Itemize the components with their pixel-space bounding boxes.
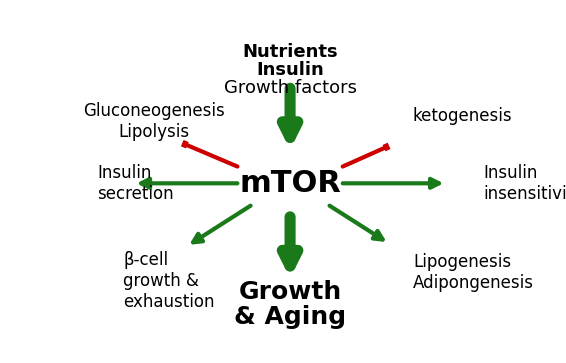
Text: Growth: Growth — [238, 281, 342, 305]
Text: β-cell
growth &
exhaustion: β-cell growth & exhaustion — [123, 251, 215, 311]
Text: Insulin
insensitivity: Insulin insensitivity — [483, 164, 566, 203]
Text: Nutrients: Nutrients — [242, 43, 338, 61]
Text: Lipogenesis
Adipongenesis: Lipogenesis Adipongenesis — [413, 253, 534, 292]
Text: mTOR: mTOR — [239, 169, 341, 198]
Text: ketogenesis: ketogenesis — [413, 107, 513, 125]
Text: Insulin: Insulin — [256, 61, 324, 79]
Text: & Aging: & Aging — [234, 306, 346, 330]
Text: Gluconeogenesis
Lipolysis: Gluconeogenesis Lipolysis — [83, 102, 225, 141]
Text: Insulin
secretion: Insulin secretion — [97, 164, 174, 203]
Text: Growth factors: Growth factors — [224, 79, 357, 97]
